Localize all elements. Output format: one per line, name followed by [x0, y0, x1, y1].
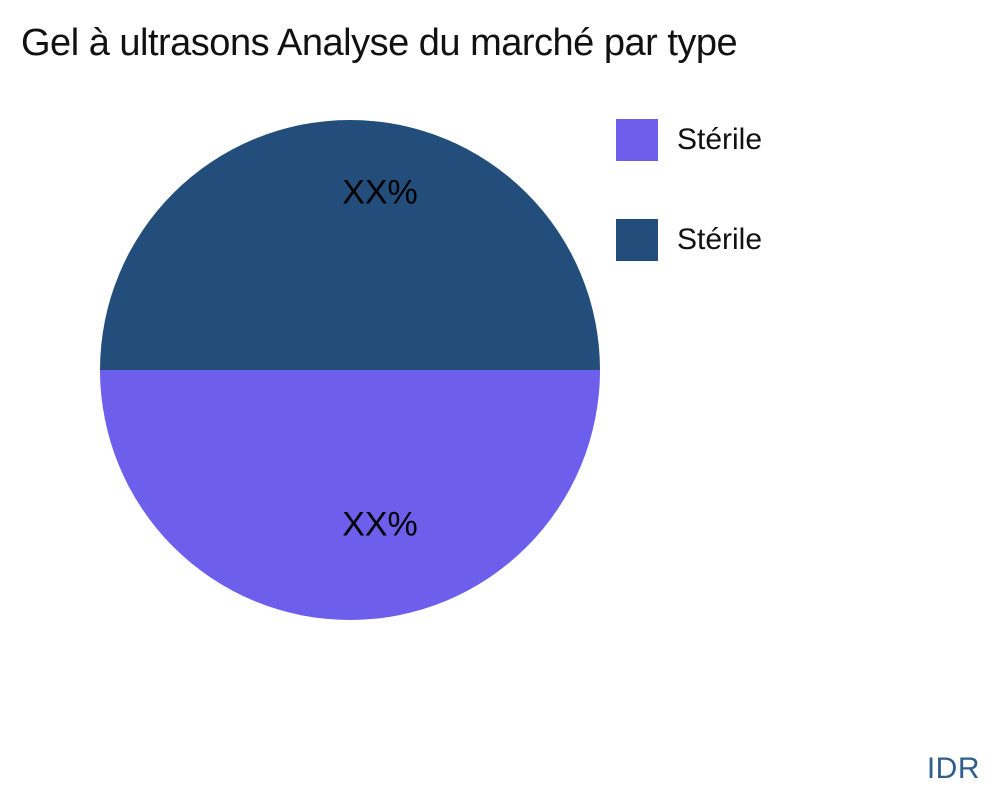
legend-swatch-navy [616, 219, 658, 261]
chart-title: Gel à ultrasons Analyse du marché par ty… [21, 22, 738, 64]
pie-slice-value-bottom: XX% [342, 505, 418, 544]
watermark-idr: IDR [926, 752, 980, 785]
pie-chart [100, 120, 600, 620]
legend-item-sterile-purple: Stérile [616, 119, 762, 161]
pie-slice-value-top: XX% [342, 173, 418, 212]
legend-swatch-purple [616, 119, 658, 161]
legend: Stérile Stérile [616, 119, 762, 319]
legend-label: Stérile [677, 123, 763, 156]
legend-item-sterile-navy: Stérile [616, 219, 762, 261]
legend-label: Stérile [677, 223, 763, 256]
